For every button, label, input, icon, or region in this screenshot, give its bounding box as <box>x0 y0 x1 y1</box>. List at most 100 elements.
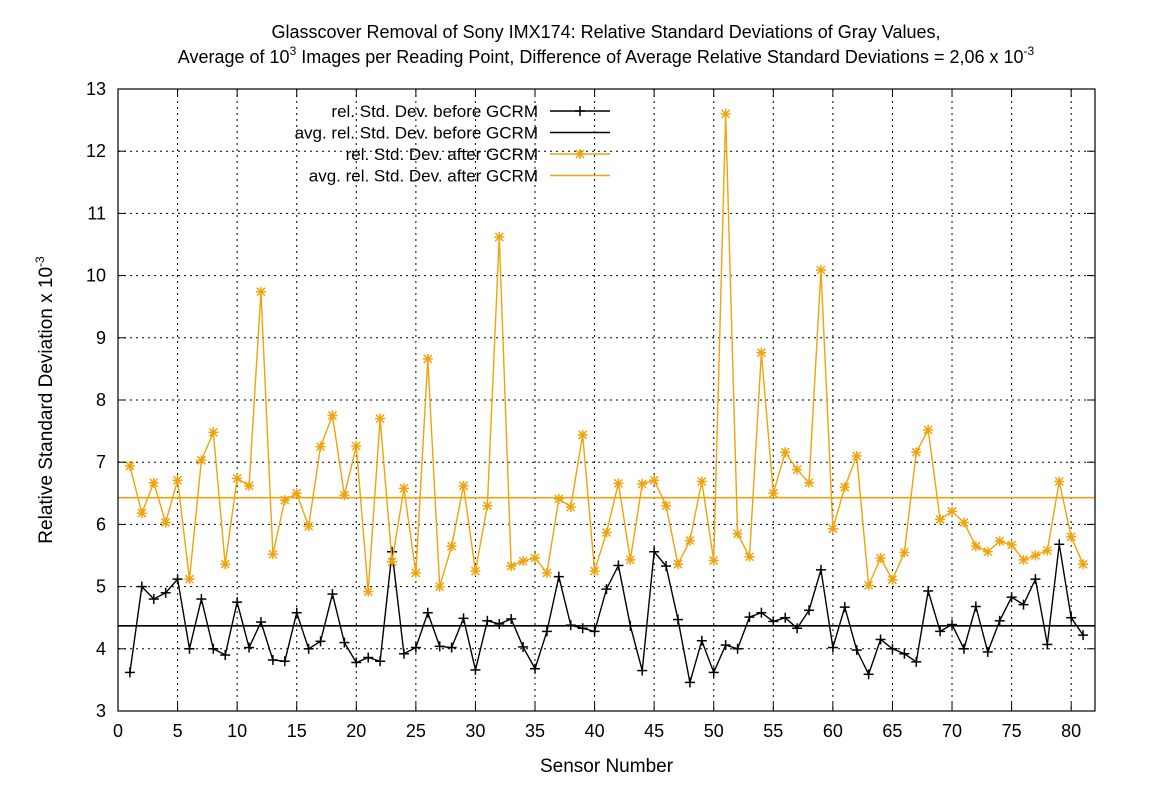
data-point <box>768 616 779 627</box>
series-0 <box>124 539 1089 688</box>
data-point <box>947 619 958 630</box>
data-point <box>792 464 803 475</box>
star-marker-d2 <box>911 447 921 457</box>
plot-frame <box>117 88 1096 712</box>
data-point <box>982 546 993 557</box>
y-tick-label: 12 <box>86 141 106 161</box>
data-point <box>863 580 874 591</box>
data-point <box>541 567 552 578</box>
data-point <box>672 614 683 625</box>
star-marker-d2 <box>744 552 755 562</box>
data-point <box>577 623 588 634</box>
star-marker-d2 <box>1054 476 1064 487</box>
x-tick-label: 30 <box>465 721 485 741</box>
data-point <box>839 482 850 493</box>
data-point <box>351 441 362 452</box>
x-tick-label: 45 <box>644 721 664 741</box>
star-marker-d2 <box>721 109 731 119</box>
star-marker-d2 <box>363 587 373 597</box>
star-marker-d2 <box>590 566 600 576</box>
data-point <box>815 564 826 575</box>
data-point <box>410 642 421 653</box>
star-marker-d2 <box>959 518 969 528</box>
data-point <box>887 574 898 585</box>
data-point <box>553 493 564 504</box>
star-marker-d2 <box>899 547 909 557</box>
data-point <box>923 585 934 596</box>
data-point <box>1006 539 1017 550</box>
data-point <box>267 549 278 560</box>
data-point <box>649 546 660 557</box>
data-point <box>208 643 219 654</box>
data-point <box>339 637 350 648</box>
data-point <box>124 460 135 471</box>
star-marker-d2 <box>1018 555 1029 565</box>
star-marker-d2 <box>673 559 683 569</box>
data-point <box>1030 550 1041 561</box>
star-marker-d2 <box>423 354 433 364</box>
legend-swatch <box>550 149 610 159</box>
y-tick-label: 4 <box>96 639 106 659</box>
star-marker-d2 <box>756 348 766 358</box>
data-point <box>351 657 362 668</box>
data-point <box>958 643 969 654</box>
data-point <box>220 559 231 570</box>
data-point <box>1042 545 1053 556</box>
data-point <box>1054 476 1065 487</box>
star-marker-d2 <box>494 232 504 242</box>
data-point <box>1042 639 1053 650</box>
data-point <box>947 506 958 517</box>
x-tick-label: 35 <box>525 721 545 741</box>
legend-label: rel. Std. Dev. after GCRM <box>346 145 538 164</box>
data-point <box>482 500 493 511</box>
data-point <box>827 642 838 653</box>
data-point <box>804 605 815 616</box>
data-point <box>327 589 338 600</box>
data-point <box>184 574 195 585</box>
star-marker-d2 <box>780 447 790 457</box>
star-marker-d2 <box>947 506 957 516</box>
x-tick-label: 70 <box>942 721 962 741</box>
data-point <box>863 669 874 680</box>
legend: rel. Std. Dev. before GCRM avg. rel. Std.… <box>295 102 610 186</box>
data-point <box>375 413 386 424</box>
star-marker-d2 <box>1007 540 1017 550</box>
data-point <box>708 555 719 566</box>
data-point <box>672 559 683 570</box>
data-point <box>935 514 946 525</box>
star-marker-d2 <box>649 475 659 485</box>
data-point <box>136 581 147 592</box>
star-marker-d2 <box>125 461 135 471</box>
data-point <box>613 560 624 571</box>
data-point <box>303 521 314 532</box>
data-point <box>1006 592 1017 603</box>
star-marker-d2 <box>709 555 719 566</box>
data-point <box>458 613 469 624</box>
star-marker-d2 <box>840 482 850 492</box>
axis-ticks: 0 5 10 15 20 25 30 35 40 45 50 55 60 65 70 75 8034567891… <box>86 79 1095 741</box>
star-marker-d2 <box>256 287 266 297</box>
data-point <box>434 641 445 652</box>
data-point <box>208 427 219 438</box>
data-point <box>613 478 624 489</box>
data-point <box>518 641 529 652</box>
legend-label: avg. rel. Std. Dev. after GCRM <box>309 167 538 186</box>
star-marker-d2 <box>1078 559 1088 569</box>
star-marker-d2 <box>816 265 826 275</box>
data-point <box>470 664 481 675</box>
data-point <box>148 594 159 605</box>
data-point <box>363 652 374 663</box>
star-marker-d2 <box>554 494 564 504</box>
data-point <box>136 508 147 519</box>
data-point <box>506 613 517 624</box>
data-point <box>458 480 469 491</box>
star-marker-d2 <box>887 575 897 585</box>
data-point <box>684 677 695 688</box>
data-point <box>577 429 588 440</box>
data-point <box>244 642 255 653</box>
data-point <box>911 447 922 458</box>
data-point <box>994 615 1005 626</box>
star-marker-d2 <box>470 566 480 576</box>
data-point <box>970 541 981 552</box>
